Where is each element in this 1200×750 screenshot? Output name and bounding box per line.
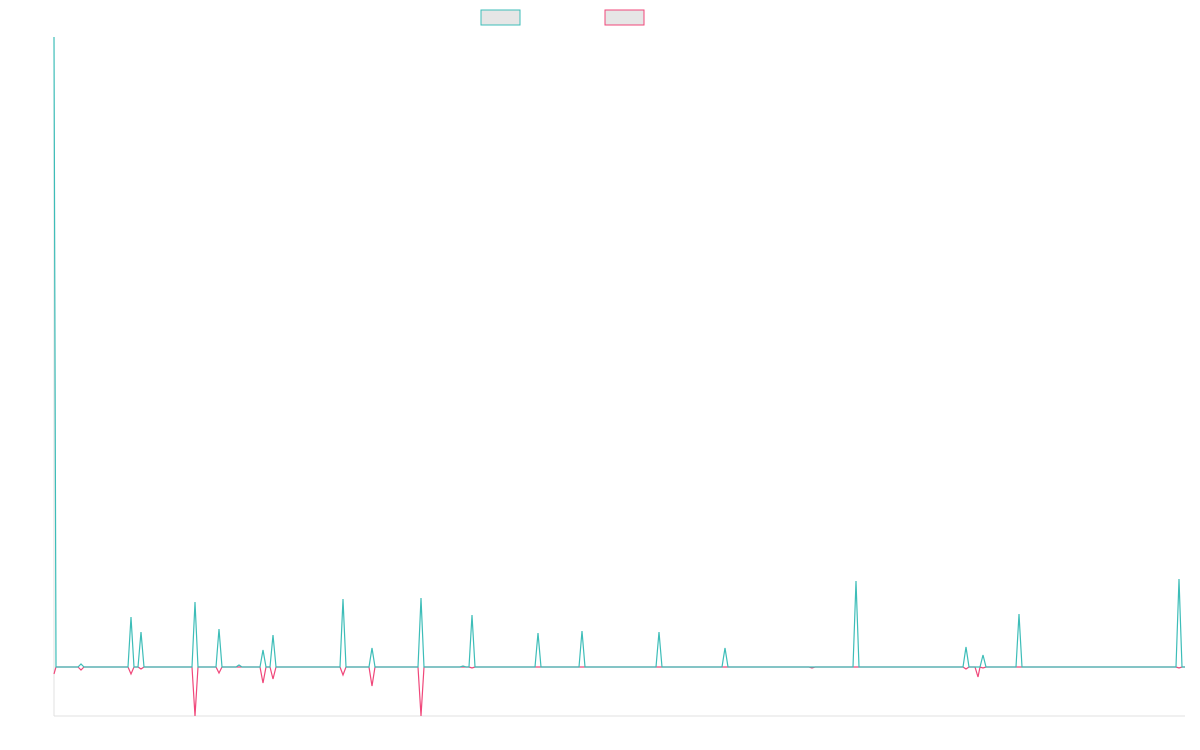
legend-swatch <box>604 9 645 26</box>
line-series <box>53 666 1185 717</box>
line-series <box>53 36 1185 668</box>
legend-swatch <box>480 9 521 26</box>
